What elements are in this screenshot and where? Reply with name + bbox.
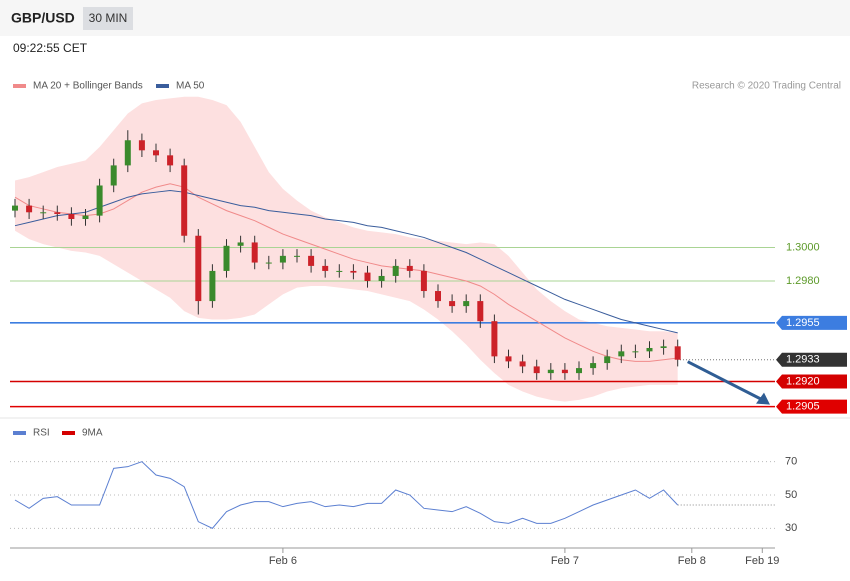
ma-line (14, 183, 678, 362)
candle-body (68, 213, 75, 219)
candle-body (336, 270, 343, 272)
candle-body (195, 235, 202, 302)
candle-body (561, 369, 568, 374)
level-label: 1.2920 (786, 375, 820, 387)
candle-body (223, 245, 230, 271)
x-tick-label: Feb 7 (551, 555, 579, 567)
timeframe-box[interactable] (83, 7, 133, 30)
forecast-arrow (687, 360, 763, 401)
candle-body (519, 361, 526, 367)
candle-body (364, 272, 371, 281)
candle-body (449, 301, 456, 307)
candle-body (40, 212, 47, 214)
time: 09:22:55 CET (13, 41, 88, 55)
level-label: 1.2955 (786, 317, 820, 329)
header-bar (0, 0, 850, 36)
level-box (776, 352, 847, 367)
credit: Research © 2020 Trading Central (692, 81, 841, 92)
candle-body (491, 321, 498, 357)
level-label: 1.2905 (786, 401, 820, 413)
candle-body (26, 205, 33, 213)
legend-swatch (13, 84, 26, 88)
candle-body (576, 368, 582, 374)
candle-body (265, 262, 272, 264)
candle-body (406, 265, 413, 271)
legend-swatch (156, 84, 169, 88)
legend-label: MA 50 (176, 81, 205, 92)
level-box (776, 374, 847, 389)
ma-line (14, 190, 678, 334)
candle-body (378, 275, 385, 281)
candle-body (82, 215, 89, 219)
x-tick-label: Feb 8 (678, 555, 706, 567)
y-tick-label: 70 (785, 456, 797, 468)
candle-body (138, 140, 145, 151)
candle-body (547, 369, 554, 374)
candle-body (209, 270, 216, 302)
candle-body (533, 366, 540, 374)
candle-body (604, 356, 611, 364)
level-box (776, 399, 847, 414)
level-label: 1.2980 (786, 275, 820, 287)
y-tick-label: 30 (785, 522, 797, 534)
candle-body (420, 270, 427, 292)
legend-label: RSI (33, 428, 50, 439)
candle-body (279, 255, 286, 263)
y-tick-label: 50 (785, 489, 797, 501)
bollinger-band (15, 96, 678, 402)
candle-body (308, 255, 315, 266)
rsi-line (14, 461, 679, 529)
legend-swatch (62, 431, 75, 435)
candle-body (505, 356, 512, 362)
candle-body (251, 242, 258, 263)
candle-body (435, 291, 441, 302)
candle-body (294, 255, 300, 257)
candle-body (181, 165, 188, 236)
candle-body (96, 185, 103, 216)
x-tick-label: Feb 6 (269, 555, 297, 567)
candle-body (674, 346, 681, 360)
legend-label: MA 20 + Bollinger Bands (33, 81, 143, 92)
candle-body (350, 270, 357, 273)
candle-body (632, 351, 639, 353)
level-label: 1.2933 (786, 354, 820, 366)
candle-body (660, 346, 667, 348)
candle-body (237, 242, 244, 246)
candle-body (477, 301, 484, 322)
level-box (776, 315, 847, 330)
candle-body (646, 347, 653, 352)
timeframe[interactable]: 30 MIN (89, 11, 128, 25)
candle-body (54, 212, 61, 214)
x-tick-label: Feb 19 (745, 555, 779, 567)
candle-body (590, 363, 597, 369)
candle-body (463, 301, 470, 307)
level-label: 1.3000 (786, 241, 820, 253)
candle-body (618, 351, 625, 357)
candle-body (153, 150, 159, 156)
candle-body (124, 140, 131, 166)
forecast-arrowhead (756, 392, 770, 405)
legend-swatch (13, 431, 26, 435)
candle-body (322, 265, 329, 271)
candle-body (12, 205, 18, 211)
legend-label: 9MA (82, 428, 103, 439)
symbol: GBP/USD (11, 10, 75, 26)
candle-body (110, 165, 117, 186)
candle-body (167, 155, 174, 166)
candle-body (392, 265, 399, 276)
